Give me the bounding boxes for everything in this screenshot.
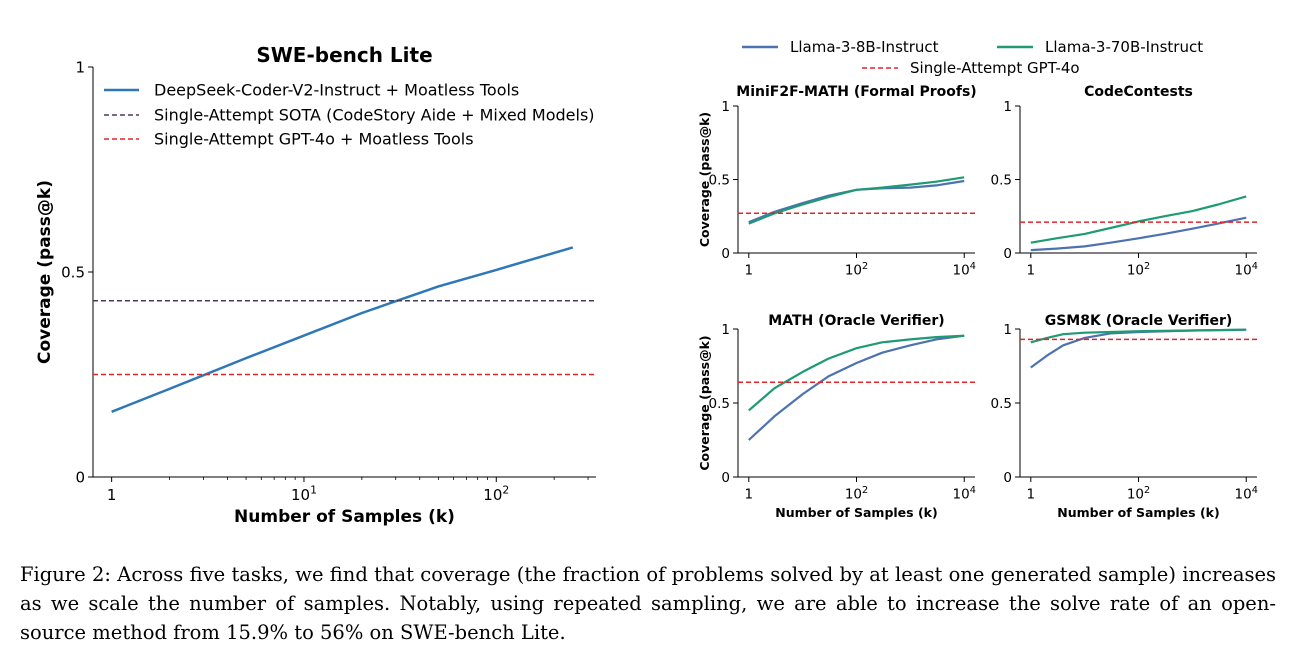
tick-exponent: 2: [862, 261, 868, 272]
tick-exponent: 1: [310, 484, 317, 497]
series-line: [111, 246, 574, 413]
series-line: [1030, 195, 1247, 244]
chart-title: SWE-bench Lite: [256, 43, 432, 67]
tick-exponent: 2: [1144, 485, 1150, 496]
tick-base: 10: [845, 487, 862, 503]
chart-title: GSM8K (Oracle Verifier): [1045, 313, 1233, 329]
tick-exponent: 4: [970, 485, 976, 496]
tick-exponent: 2: [1144, 261, 1150, 272]
tick-base: 10: [1235, 263, 1252, 279]
y-axis-label: Coverage (pass@k): [35, 180, 55, 364]
y-tick-label: 0.5: [709, 172, 730, 188]
x-tick-label: 1: [745, 263, 754, 279]
series-line: [748, 176, 965, 225]
y-tick-label: 1: [721, 322, 730, 338]
series-line: [1030, 328, 1247, 344]
legend-label: Single-Attempt SOTA (CodeStory Aide + Mi…: [154, 106, 595, 125]
y-tick-label: 0.5: [709, 396, 730, 412]
y-tick-label: 0.5: [991, 172, 1012, 188]
tick-exponent: 2: [502, 484, 509, 497]
tick-base: 10: [291, 486, 310, 504]
x-tick-label: 102: [845, 261, 868, 279]
tick-exponent: 4: [1252, 261, 1258, 272]
x-tick-label: 102: [845, 485, 868, 503]
x-axis-label: Number of Samples (k): [775, 505, 937, 520]
chart-title: CodeContests: [1084, 84, 1193, 100]
y-tick-label: 0: [75, 468, 85, 486]
tick-base: 10: [1235, 487, 1252, 503]
legend-label: Single-Attempt GPT-4o: [910, 59, 1080, 77]
y-tick-label: 0: [721, 470, 730, 486]
x-tick-label: 104: [953, 485, 976, 503]
shared-legend: Llama-3-8B-Instruct Llama-3-70B-Instruct S…: [742, 38, 1203, 77]
legend-label: Single-Attempt GPT-4o + Moatless Tools: [154, 130, 474, 149]
x-tick-label: 1: [1027, 263, 1036, 279]
y-tick-label: 1: [721, 99, 730, 115]
x-axis-label: Number of Samples (k): [1057, 505, 1219, 520]
x-tick-label: 102: [1127, 485, 1150, 503]
tick-base: 10: [953, 487, 970, 503]
series-line: [748, 334, 965, 412]
series-line: [1030, 328, 1247, 369]
legend-label: Llama-3-70B-Instruct: [1045, 38, 1203, 56]
x-tick-label: 104: [953, 261, 976, 279]
y-axis-label: Coverage (pass@k): [697, 112, 712, 247]
series-line: [748, 334, 965, 441]
tick-base: 10: [845, 263, 862, 279]
x-tick-label: 104: [1235, 485, 1258, 503]
x-tick-label: 102: [1127, 261, 1150, 279]
x-tick-label: 1: [1027, 487, 1036, 503]
tick-base: 10: [1127, 487, 1144, 503]
caption-text: Figure 2: Across five tasks, we find tha…: [20, 563, 1276, 644]
y-tick-label: 0: [1003, 470, 1012, 486]
chart-title: MATH (Oracle Verifier): [768, 313, 944, 329]
y-tick-label: 0: [721, 246, 730, 262]
y-axis-label: Coverage (pass@k): [697, 335, 712, 470]
tick-exponent: 4: [970, 261, 976, 272]
series-line: [1030, 216, 1247, 252]
y-tick-label: 0: [1003, 246, 1012, 262]
x-tick-label: 1: [745, 487, 754, 503]
y-tick-label: 1: [75, 58, 85, 76]
series-line: [748, 179, 965, 224]
legend-label: Llama-3-8B-Instruct: [790, 38, 939, 56]
y-tick-label: 1: [1003, 322, 1012, 338]
x-tick-label: 1: [107, 486, 117, 504]
chart-title: MiniF2F-MATH (Formal Proofs): [736, 84, 976, 100]
tick-base: 10: [483, 486, 502, 504]
legend-label: DeepSeek-Coder-V2-Instruct + Moatless To…: [154, 81, 519, 100]
y-tick-label: 1: [1003, 99, 1012, 115]
y-tick-label: 0.5: [991, 396, 1012, 412]
x-tick-label: 102: [483, 484, 509, 504]
tick-base: 10: [1127, 263, 1144, 279]
tick-base: 10: [953, 263, 970, 279]
tick-exponent: 2: [862, 485, 868, 496]
x-tick-label: 104: [1235, 261, 1258, 279]
x-axis-label: Number of Samples (k): [234, 507, 455, 527]
y-tick-label: 0.5: [61, 263, 85, 281]
tick-exponent: 4: [1252, 485, 1258, 496]
x-tick-label: 101: [291, 484, 317, 504]
figure-caption: Figure 2: Across five tasks, we find tha…: [20, 560, 1276, 647]
